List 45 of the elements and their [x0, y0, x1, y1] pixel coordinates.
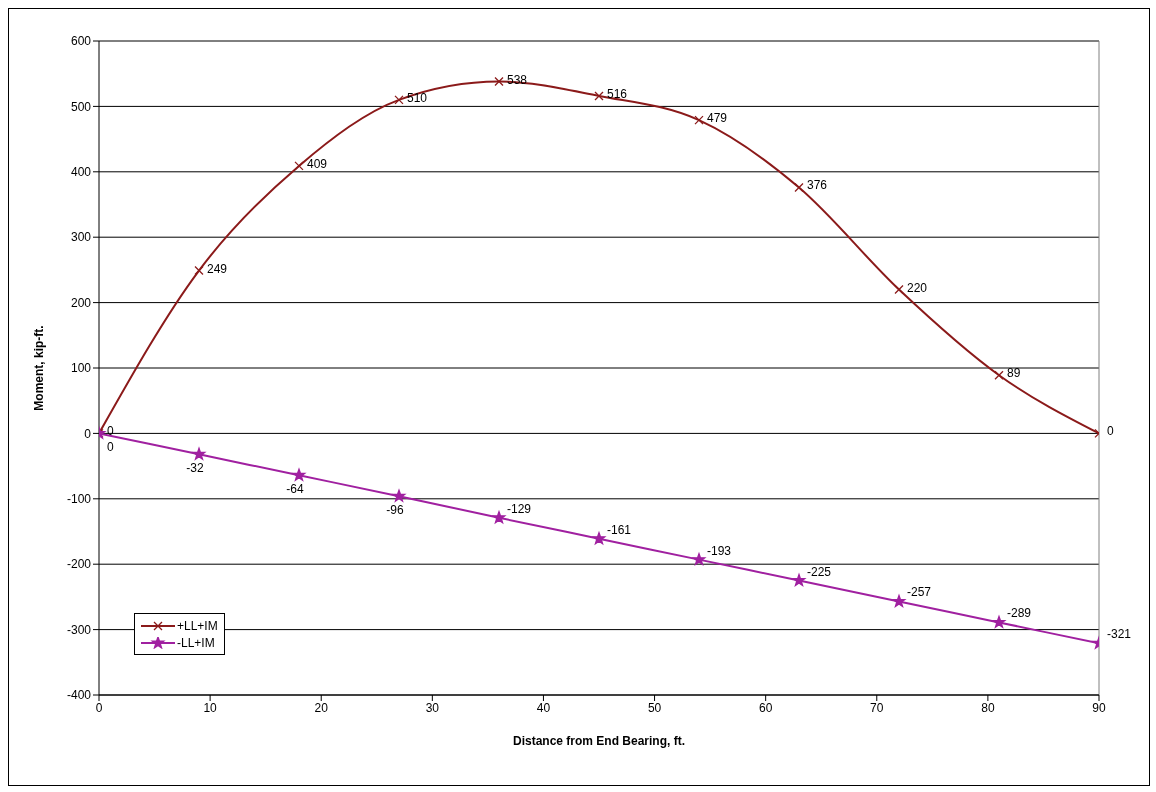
x-tick-label: 80 — [981, 700, 995, 715]
x-tick-label: 70 — [870, 700, 884, 715]
x-tick-label: 0 — [95, 700, 103, 715]
data-label: 0 — [107, 440, 114, 455]
y-tick-label: 500 — [70, 99, 92, 114]
x-tick-label: 50 — [647, 700, 662, 715]
data-label: 516 — [607, 86, 628, 101]
y-axis-title: Moment, kip-ft. — [32, 325, 47, 411]
data-label: -193 — [707, 543, 732, 558]
data-label: -161 — [607, 522, 632, 537]
y-tick-label: 200 — [70, 295, 92, 310]
data-label: 376 — [807, 178, 828, 193]
y-tick-label: -100 — [66, 492, 92, 507]
data-label: -289 — [1007, 606, 1032, 621]
y-tick-label: 100 — [70, 361, 92, 376]
y-tick-label: -300 — [66, 622, 92, 637]
data-label: 479 — [707, 111, 728, 126]
y-tick-label: 400 — [70, 165, 92, 180]
y-tick-label: 300 — [70, 230, 92, 245]
y-tick-label: -200 — [66, 557, 92, 572]
y-tick-label: -400 — [66, 688, 92, 703]
x-tick-label: 40 — [536, 700, 551, 715]
x-tick-label: 90 — [1092, 700, 1106, 715]
data-label: -96 — [386, 503, 404, 518]
data-label: 89 — [1007, 366, 1021, 381]
data-label: -321 — [1107, 627, 1132, 642]
data-label: 0 — [1107, 424, 1114, 439]
y-tick-label: 0 — [84, 426, 92, 441]
x-tick-label: 20 — [314, 700, 329, 715]
data-label: 409 — [307, 156, 328, 171]
data-label: -64 — [286, 482, 304, 497]
x-tick-label: 60 — [758, 700, 773, 715]
data-label: 220 — [907, 280, 928, 295]
x-tick-label: 10 — [203, 700, 218, 715]
data-label: -225 — [807, 564, 832, 579]
x-tick-label: 30 — [425, 700, 440, 715]
x-axis-title: Distance from End Bearing, ft. — [512, 734, 686, 748]
data-label: 510 — [407, 90, 428, 105]
data-label: -32 — [186, 461, 204, 476]
legend-label: +LL+IM — [177, 618, 218, 633]
legend-label: -LL+IM — [177, 635, 215, 650]
data-label: 249 — [207, 261, 228, 276]
data-label: -257 — [907, 585, 932, 600]
data-label: -129 — [507, 501, 532, 516]
y-tick-label: 600 — [70, 34, 92, 49]
